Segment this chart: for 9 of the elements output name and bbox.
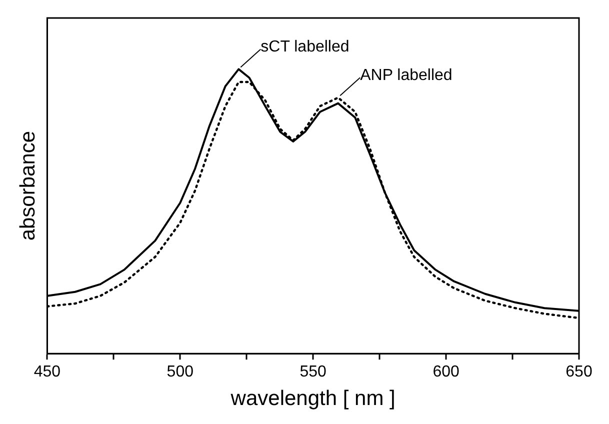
x-tick-label: 500	[166, 364, 194, 381]
x-axis-title: wavelength [ nm ]	[230, 387, 396, 410]
x-tick-label: 600	[432, 364, 460, 381]
y-axis-title: absorbance	[16, 130, 40, 241]
x-tick-label: 450	[34, 364, 61, 381]
x-tick-label: 550	[300, 364, 327, 381]
annotation: sCT labelled	[260, 38, 350, 56]
x-tick-label: 650	[566, 364, 592, 381]
annotation: ANP labelled	[360, 67, 452, 84]
